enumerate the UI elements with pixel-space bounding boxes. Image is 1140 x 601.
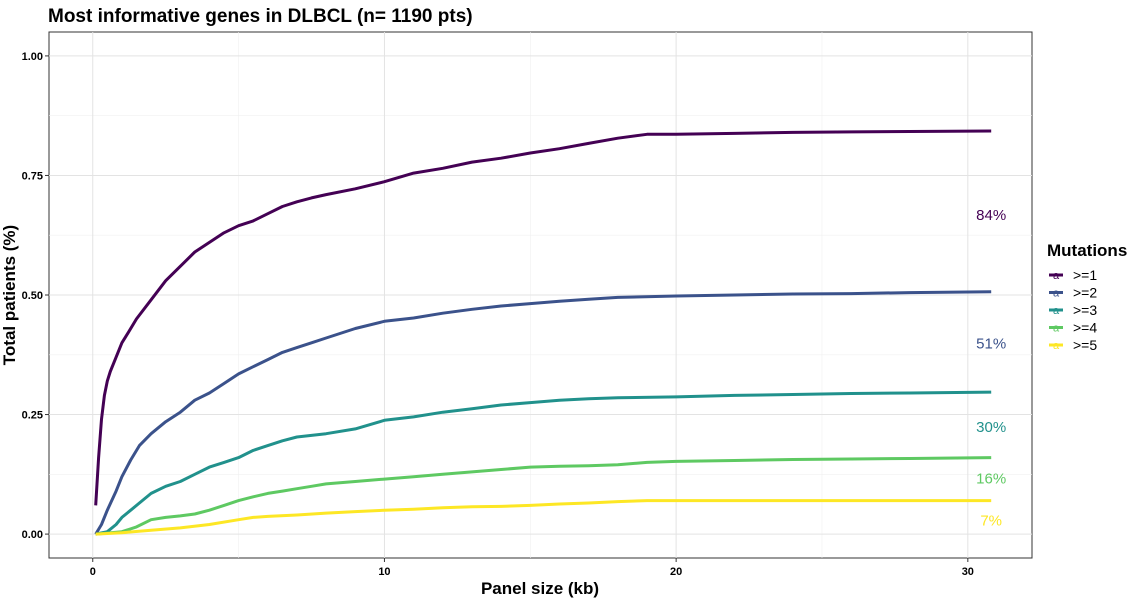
- end-label: 30%: [976, 419, 1006, 436]
- series-lines: [94, 129, 992, 536]
- chart-title: Most informative genes in DLBCL (n= 1190…: [48, 6, 473, 27]
- x-axis-ticks: 0 10 20 30: [90, 558, 974, 578]
- legend-title: Mutations: [1047, 241, 1127, 260]
- end-labels: 84% 51% 30% 16% 7%: [976, 207, 1006, 530]
- x-axis-title: Panel size (kb): [481, 579, 599, 598]
- legend-label: >=2: [1073, 285, 1097, 301]
- x-tick-label: 30: [962, 566, 974, 578]
- y-axis-ticks: 0.00 0.25 0.50 0.75 1.00: [22, 51, 49, 541]
- legend-label: >=5: [1073, 337, 1097, 353]
- legend-key-glyph: a: [1053, 340, 1060, 352]
- x-tick-label: 0: [90, 566, 96, 578]
- legend-label: >=3: [1073, 302, 1097, 318]
- y-tick-label: 0.25: [22, 410, 43, 422]
- series-line-5: [95, 499, 992, 536]
- y-axis-title: Total patients (%): [0, 225, 19, 365]
- legend-key-glyph: a: [1053, 288, 1060, 300]
- end-label: 51%: [976, 336, 1006, 353]
- y-tick-label: 0.00: [22, 529, 43, 541]
- legend: Mutations a >=1 a >=2 a >=3 a >=4 a >=5: [1047, 241, 1127, 353]
- legend-key-glyph: a: [1053, 323, 1060, 335]
- series-line-4: [95, 456, 992, 536]
- end-label: 16%: [976, 471, 1006, 488]
- grid-lines: [49, 32, 1032, 558]
- x-tick-label: 20: [670, 566, 682, 578]
- legend-key-glyph: a: [1053, 270, 1060, 282]
- series-line-2: [94, 290, 992, 535]
- series-line-3: [95, 390, 992, 536]
- end-label: 84%: [976, 207, 1006, 224]
- end-label: 7%: [980, 513, 1002, 530]
- y-tick-label: 1.00: [22, 51, 43, 63]
- y-tick-label: 0.75: [22, 170, 43, 182]
- legend-key-glyph: a: [1053, 305, 1060, 317]
- x-tick-label: 10: [378, 566, 390, 578]
- series-line-1: [94, 129, 992, 506]
- y-tick-label: 0.50: [22, 290, 43, 302]
- legend-label: >=1: [1073, 267, 1097, 283]
- legend-label: >=4: [1073, 320, 1097, 336]
